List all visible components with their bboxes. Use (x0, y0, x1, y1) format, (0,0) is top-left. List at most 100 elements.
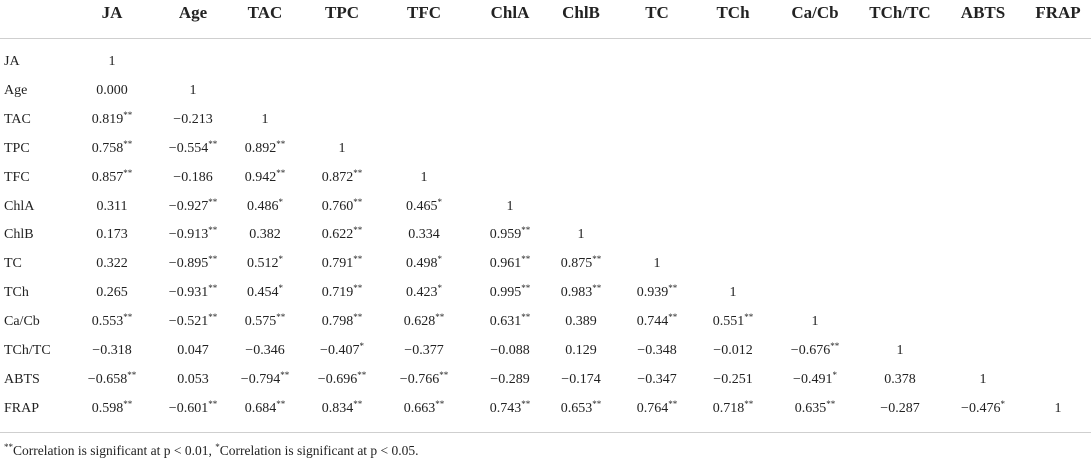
table-cell: −0.927** (168, 196, 218, 214)
column-header: JA (101, 3, 123, 22)
table-cell: −0.658** (87, 369, 137, 387)
header-rule (0, 38, 1091, 39)
row-label: Age (4, 82, 28, 98)
table-cell: −0.318 (92, 343, 132, 358)
footnote: **Correlation is significant at p < 0.01… (4, 443, 419, 459)
table-cell: −0.521** (168, 312, 218, 330)
table-cell: −0.491* (793, 369, 837, 387)
bottom-rule (0, 432, 1091, 433)
table-cell: 1 (420, 169, 428, 185)
column-header: TFC (407, 3, 441, 22)
column-header: ChlB (562, 3, 600, 22)
table-cell: −0.348 (637, 343, 677, 358)
table-cell: 0.875** (560, 254, 602, 272)
column-header: TPC (325, 3, 359, 22)
table-cell: −0.794** (240, 369, 290, 387)
row-label: TCh (4, 285, 29, 301)
table-cell: 0.892** (244, 138, 286, 156)
row-label: TAC (4, 111, 31, 127)
table-cell: 0.598** (91, 398, 133, 416)
row-label: FRAP (4, 400, 40, 416)
table-cell: 0.764** (636, 398, 678, 416)
table-cell: −0.377 (404, 343, 444, 358)
table-cell: 1 (653, 256, 661, 272)
table-cell: 0.857** (91, 167, 133, 185)
table-cell: 0.758** (91, 138, 133, 156)
table-cell: −0.407* (320, 341, 364, 359)
row-label: Ca/Cb (4, 314, 40, 330)
table-cell: 0.743** (489, 398, 531, 416)
table-cell: −0.174 (561, 371, 601, 387)
table-cell: 0.498* (406, 254, 442, 272)
column-header: TAC (247, 3, 283, 22)
table-cell: 0.575** (244, 312, 286, 330)
table-cell: −0.088 (490, 343, 530, 358)
table-cell: 0.512* (247, 254, 283, 272)
row-label: JA (4, 54, 20, 69)
column-header: Age (178, 3, 208, 22)
table-cell: 0.322 (96, 256, 128, 272)
table-cell: 0.311 (96, 198, 128, 214)
table-cell: −0.289 (490, 371, 530, 387)
table-cell: 0.684** (244, 398, 286, 416)
table-cell: −0.346 (245, 343, 285, 358)
table-cell: −0.476* (961, 398, 1005, 416)
table-cell: 0.382 (249, 227, 281, 243)
table-cell: −0.554** (168, 138, 218, 156)
table-cell: 1 (189, 82, 197, 98)
table-cell: 1 (338, 140, 346, 156)
table-cell: 0.129 (565, 343, 597, 358)
table-cell: 0.173 (96, 227, 128, 243)
table-cell: 0.791** (321, 254, 363, 272)
table-cell: −0.213 (173, 111, 213, 127)
row-label: TPC (4, 140, 30, 156)
table-cell: 0.819** (91, 109, 133, 127)
table-cell: 0.553** (91, 312, 133, 330)
table-cell: 1 (896, 343, 904, 358)
row-label: ChlA (4, 198, 35, 214)
table-cell: 0.760** (321, 196, 363, 214)
table-cell: 1 (108, 54, 116, 69)
table-cell: 0.834** (321, 398, 363, 416)
table-cell: 1 (261, 111, 269, 127)
row-label: TC (4, 256, 22, 272)
table-cell: 0.053 (177, 371, 209, 387)
table-cell: −0.895** (168, 254, 218, 272)
row-label: ChlB (4, 227, 34, 243)
row-label: TFC (4, 169, 30, 185)
table-cell: 0.653** (560, 398, 602, 416)
column-header: ChlA (490, 3, 530, 22)
table-cell: −0.676** (790, 341, 840, 359)
table-cell: −0.766** (399, 369, 449, 387)
table-cell: 0.551** (712, 312, 754, 330)
table-cell: 0.939** (636, 283, 678, 301)
table-cell: 1 (1054, 400, 1062, 416)
table-cell: 0.631** (489, 312, 531, 330)
table-cell: −0.251 (713, 371, 753, 387)
table-cell: 0.378 (884, 371, 916, 387)
footnote-item: *Correlation is significant at p < 0.05. (215, 442, 419, 459)
column-header: TCh/TC (869, 3, 931, 22)
table-cell: 0.719** (321, 283, 363, 301)
row-label: TCh/TC (4, 343, 51, 358)
table-cell: 0.942** (244, 167, 286, 185)
table-cell: 0.635** (794, 398, 836, 416)
table-cell: 0.265 (96, 285, 128, 301)
table-cell: 0.454* (247, 283, 283, 301)
table-cell: −0.601** (168, 398, 218, 416)
table-cell: −0.287 (880, 400, 920, 416)
table-cell: −0.347 (637, 371, 677, 387)
column-header: TCh (716, 3, 750, 22)
footnote-item: **Correlation is significant at p < 0.01… (4, 442, 212, 459)
table-cell: −0.931** (168, 283, 218, 301)
table-cell: 1 (506, 198, 514, 214)
table-cell: −0.696** (317, 369, 367, 387)
table-cell: 1 (577, 227, 585, 243)
column-header: TC (645, 3, 669, 22)
column-header: Ca/Cb (791, 3, 839, 22)
row-label: ABTS (4, 371, 40, 387)
table-cell: 1 (979, 371, 987, 387)
table-cell: 0.622** (321, 225, 363, 243)
table-cell: 0.744** (636, 312, 678, 330)
column-header: ABTS (960, 3, 1006, 22)
